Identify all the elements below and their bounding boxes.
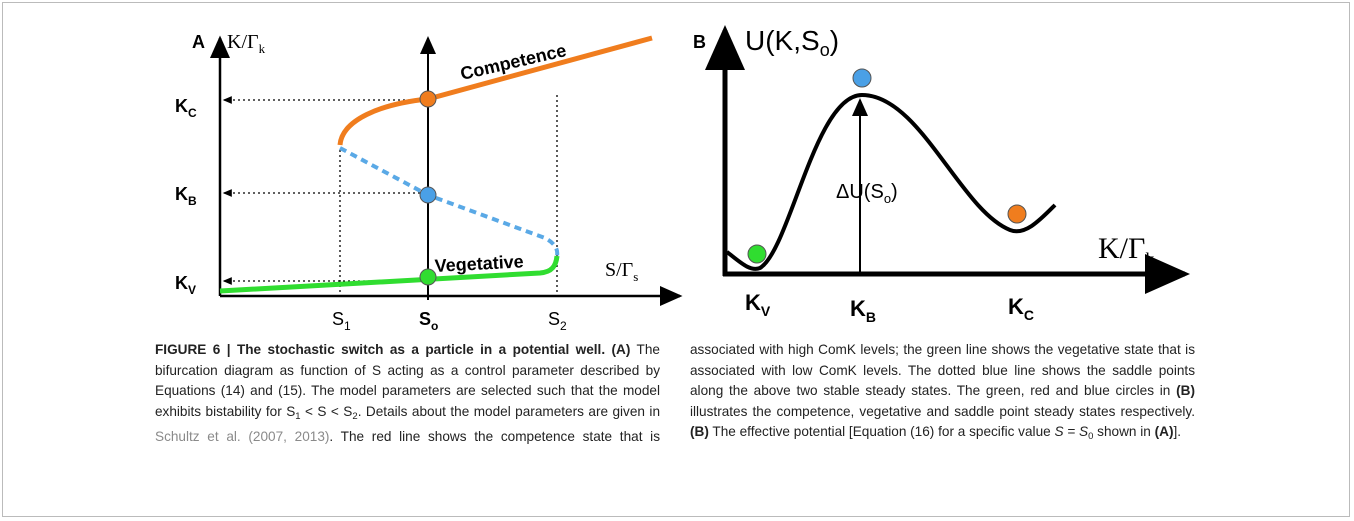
caption-plain: < S < S bbox=[300, 403, 353, 419]
caption-italic: S = S bbox=[1054, 424, 1089, 439]
panel-a: A K/Γk KC KB KV S/Γs S1 So S2 Competence… bbox=[175, 31, 683, 333]
saddle-point bbox=[419, 186, 437, 204]
caption-bold: (B) bbox=[1176, 383, 1195, 398]
x-label: S/Γs bbox=[605, 259, 638, 284]
caption-plain: The bifurcation diagram as function of S… bbox=[155, 342, 660, 419]
s2-label: S2 bbox=[548, 309, 567, 333]
competence-point bbox=[419, 90, 437, 108]
y-label: U(K,So) bbox=[745, 25, 839, 60]
panel-letter: B bbox=[693, 32, 706, 52]
caption-sub: 2 bbox=[352, 410, 358, 422]
y-label: K/Γk bbox=[227, 31, 266, 56]
panel-letter: A bbox=[192, 32, 205, 52]
kb-label: KB bbox=[175, 184, 197, 208]
vegetative-point bbox=[747, 244, 767, 264]
kb-label: KB bbox=[850, 296, 876, 325]
kv-label: KV bbox=[175, 273, 196, 297]
caption-bold: (B) bbox=[690, 424, 709, 439]
vegetative-point bbox=[419, 268, 437, 286]
kc-label: KC bbox=[175, 96, 197, 120]
caption-plain: . Details about the model parameters are… bbox=[357, 403, 661, 419]
caption-plain: shown in bbox=[1093, 424, 1155, 439]
caption-link[interactable]: Schultz et al. (2007, 2013) bbox=[155, 429, 330, 444]
competence-point bbox=[1007, 204, 1027, 224]
guides bbox=[222, 95, 558, 296]
competence-curve bbox=[337, 35, 653, 146]
vegetative-label: Vegetative bbox=[434, 251, 524, 276]
potential-curve bbox=[725, 92, 1057, 271]
caption-bold: (A) bbox=[1154, 424, 1174, 439]
kv-label: KV bbox=[745, 290, 771, 319]
caption-bold: FIGURE 6 | The stochastic switch as a pa… bbox=[155, 342, 631, 357]
vegetative-curve bbox=[219, 255, 560, 294]
caption-plain: illustrates the competence, vegetative a… bbox=[690, 403, 1195, 419]
s1-label: S1 bbox=[332, 309, 351, 333]
caption-sub: 0 bbox=[1088, 431, 1094, 442]
kc-label: KC bbox=[1008, 294, 1034, 323]
delta-label: ΔU(So) bbox=[836, 181, 898, 206]
so-label: So bbox=[419, 309, 438, 333]
caption-plain: The effective potential [Equation (16) f… bbox=[708, 424, 1055, 439]
panel-b: B U(K,So) ΔU(So) K/Γk KV KB KC bbox=[693, 25, 1190, 325]
figure: A K/Γk KC KB KV S/Γs S1 So S2 Competence… bbox=[175, 25, 1190, 333]
caption-plain: ]. bbox=[1173, 424, 1182, 439]
caption-plain: . The red line shows the competence stat… bbox=[329, 342, 1195, 444]
x-label: K/Γk bbox=[1098, 232, 1154, 269]
saddle-point bbox=[852, 68, 872, 88]
saddle-curve bbox=[339, 146, 560, 257]
caption: FIGURE 6 | The stochastic switch as a pa… bbox=[155, 340, 1195, 500]
caption-sub: 1 bbox=[295, 410, 301, 422]
